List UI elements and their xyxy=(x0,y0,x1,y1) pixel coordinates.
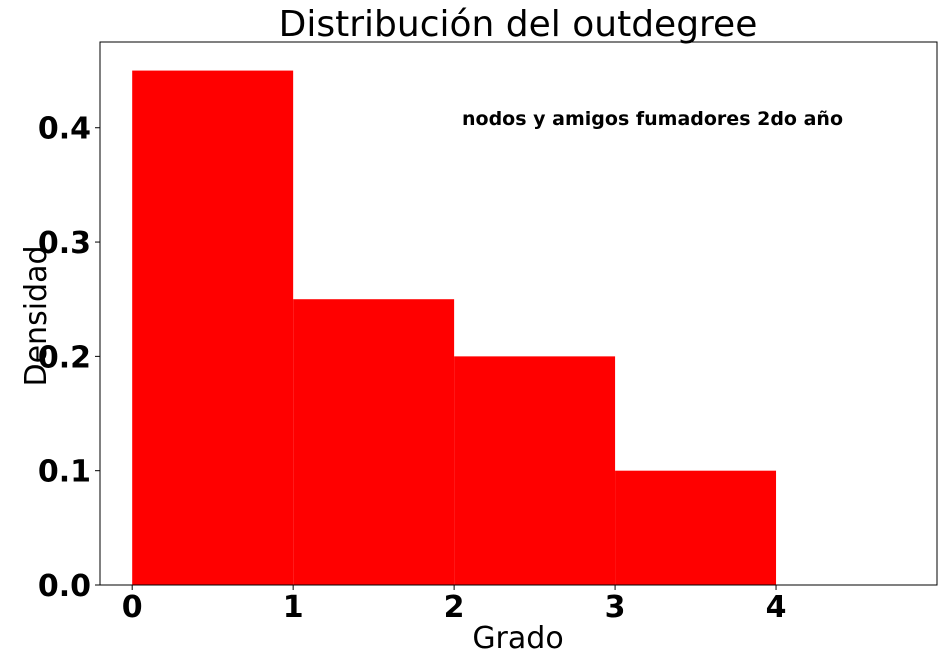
plot-frame xyxy=(99,41,938,586)
y-tick-label: 0.1 xyxy=(38,455,91,490)
y-tick-label: 0.2 xyxy=(38,340,91,375)
x-axis-label: Grado xyxy=(472,621,563,656)
chart-annotation: nodos y amigos fumadores 2do año xyxy=(462,108,843,130)
x-tick-label: 1 xyxy=(283,590,304,625)
x-tick-label: 2 xyxy=(444,590,465,625)
x-tick-label: 3 xyxy=(605,590,626,625)
y-tick-label: 0.3 xyxy=(38,226,91,261)
bar-0-1 xyxy=(132,70,294,585)
x-tick-label: 0 xyxy=(122,590,143,625)
x-axis-ticks: 0 1 2 3 4 xyxy=(122,585,787,625)
chart-title: Distribución del outdegree xyxy=(279,4,758,45)
bars-group xyxy=(132,70,777,585)
bar-1-2 xyxy=(293,299,455,585)
y-axis-label: Densidad xyxy=(19,245,54,386)
y-tick-label: 0.4 xyxy=(38,112,91,147)
bar-2-3 xyxy=(454,356,616,585)
y-axis-ticks: 0.0 0.1 0.2 0.3 0.4 xyxy=(38,112,100,604)
x-tick-label: 4 xyxy=(766,590,787,625)
y-tick-label: 0.0 xyxy=(38,569,91,604)
bar-3-4 xyxy=(615,470,777,585)
